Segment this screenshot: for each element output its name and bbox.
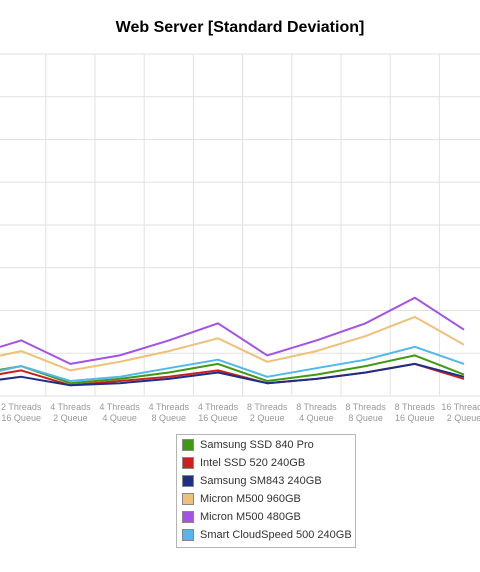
- x-tick-label: 4 Threads 2 Queue: [50, 402, 91, 423]
- series-line-0: [0, 354, 465, 385]
- series-line-5: [0, 345, 465, 382]
- legend-label: Micron M500 960GB: [200, 493, 301, 505]
- legend-swatch: [182, 493, 194, 505]
- x-tick-label: 8 Threads 8 Queue: [345, 402, 386, 423]
- x-tick-label: 8 Threads 4 Queue: [296, 402, 337, 423]
- legend-item[interactable]: Samsung SM843 240GB: [177, 472, 355, 490]
- x-tick-label: 2 Threads 16 Queue: [1, 402, 42, 423]
- legend-item[interactable]: Micron M500 480GB: [177, 508, 355, 526]
- legend-item[interactable]: Smart CloudSpeed 500 240GB: [177, 526, 355, 544]
- grid: [0, 53, 480, 397]
- legend-swatch: [182, 439, 194, 451]
- legend-label: Intel SSD 520 240GB: [200, 457, 306, 469]
- legend-item[interactable]: Intel SSD 520 240GB: [177, 454, 355, 472]
- series-line-4: [0, 296, 465, 365]
- legend-label: Micron M500 480GB: [200, 511, 301, 523]
- legend-label: Samsung SSD 840 Pro: [200, 439, 314, 451]
- legend-item[interactable]: Samsung SSD 840 Pro: [177, 436, 355, 454]
- legend-label: Samsung SM843 240GB: [200, 475, 322, 487]
- legend-label: Smart CloudSpeed 500 240GB: [200, 529, 352, 541]
- chart-title: Web Server [Standard Deviation]: [115, 19, 365, 36]
- legend-swatch: [182, 475, 194, 487]
- legend-item[interactable]: Micron M500 960GB: [177, 490, 355, 508]
- legend: Samsung SSD 840 Pro Intel SSD 520 240GB Sa…: [176, 434, 356, 548]
- x-tick-label: 4 Threads 4 Queue: [99, 402, 140, 423]
- x-tick-label: 4 Threads 16 Queue: [198, 402, 239, 423]
- x-tick-label: 8 Threads 16 Queue: [395, 402, 436, 423]
- legend-swatch: [182, 511, 194, 523]
- x-tick-label: 8 Threads 2 Queue: [247, 402, 288, 423]
- series-lines: [0, 296, 465, 387]
- series-line-2: [0, 362, 465, 387]
- legend-swatch: [182, 529, 194, 541]
- legend-swatch: [182, 457, 194, 469]
- x-tick-label: 4 Threads 8 Queue: [149, 402, 190, 423]
- series-line-3: [0, 315, 465, 372]
